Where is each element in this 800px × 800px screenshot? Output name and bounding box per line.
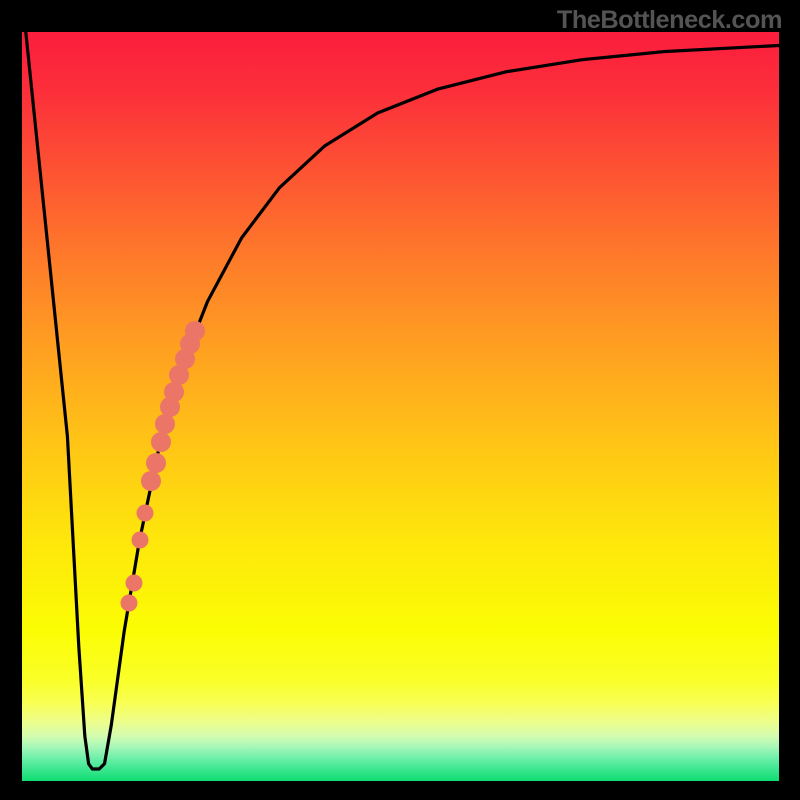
- data-point: [141, 471, 161, 491]
- curve-layer: [22, 32, 779, 781]
- data-point: [132, 531, 149, 548]
- data-point: [146, 453, 166, 473]
- plot-area: [22, 32, 779, 781]
- data-point: [126, 574, 143, 591]
- data-point: [151, 432, 171, 452]
- data-point: [121, 594, 138, 611]
- data-point: [136, 504, 153, 521]
- data-point: [155, 414, 175, 434]
- data-point: [185, 321, 205, 341]
- bottleneck-curve: [26, 32, 779, 769]
- watermark-text: TheBottleneck.com: [557, 6, 782, 35]
